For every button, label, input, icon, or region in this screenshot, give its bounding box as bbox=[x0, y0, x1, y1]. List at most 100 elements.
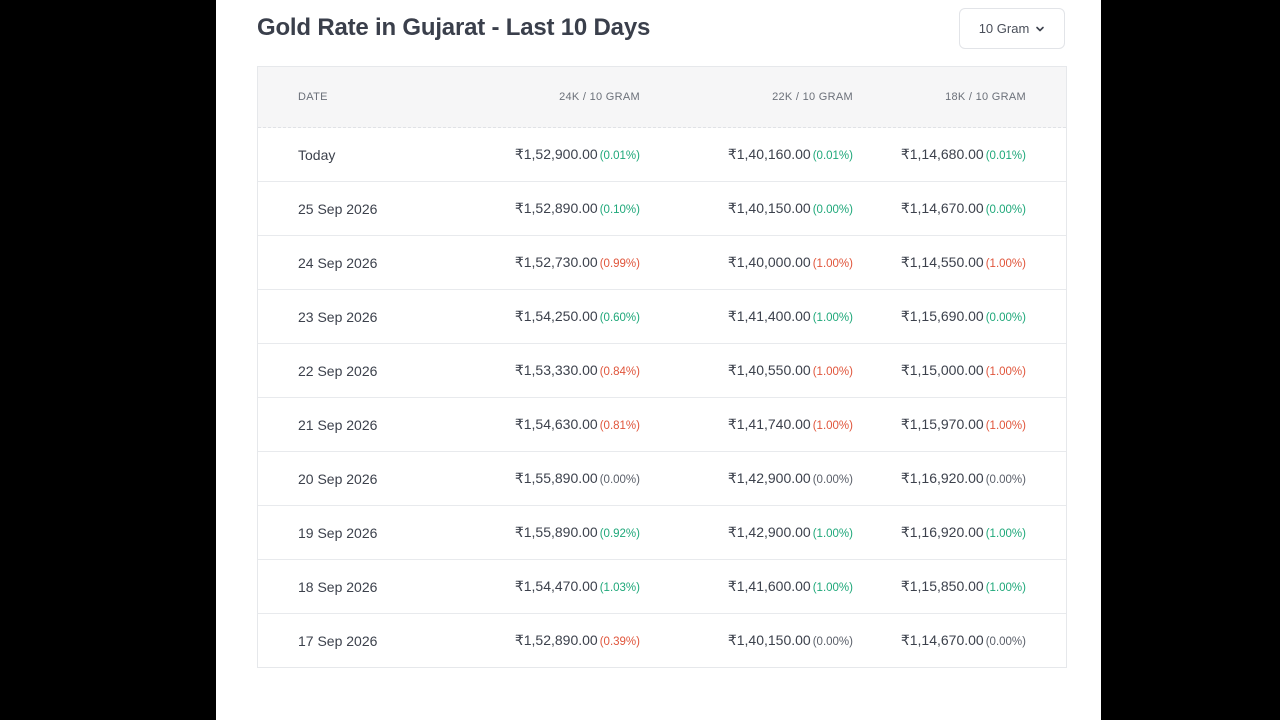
price-24k: ₹1,53,330.00 bbox=[514, 362, 598, 378]
price-24k: ₹1,54,250.00 bbox=[514, 308, 598, 324]
change-24k: (0.10%) bbox=[599, 204, 640, 216]
change-22k: (1.00%) bbox=[812, 366, 853, 378]
change-22k: (1.00%) bbox=[812, 420, 853, 432]
unit-dropdown[interactable]: 10 Gram bbox=[959, 8, 1065, 49]
cell-24k: ₹1,55,890.00 (0.92%) bbox=[468, 524, 640, 541]
change-18k: (0.00%) bbox=[985, 636, 1026, 648]
change-22k: (1.00%) bbox=[812, 312, 853, 324]
change-24k: (1.03%) bbox=[599, 582, 640, 594]
price-22k: ₹1,40,150.00 bbox=[727, 200, 811, 216]
table-row: Today ₹1,52,900.00 (0.01%) ₹1,40,160.00 (0… bbox=[258, 128, 1066, 182]
change-22k: (0.00%) bbox=[812, 204, 853, 216]
change-18k: (0.01%) bbox=[985, 150, 1026, 162]
table-row: 22 Sep 2026 ₹1,53,330.00 (0.84%) ₹1,40,55… bbox=[258, 344, 1066, 398]
cell-22k: ₹1,40,150.00 (0.00%) bbox=[640, 632, 853, 649]
change-18k: (1.00%) bbox=[985, 258, 1026, 270]
cell-22k: ₹1,41,400.00 (1.00%) bbox=[640, 308, 853, 325]
cell-24k: ₹1,52,730.00 (0.99%) bbox=[468, 254, 640, 271]
cell-18k: ₹1,14,670.00 (0.00%) bbox=[853, 200, 1026, 217]
change-22k: (0.00%) bbox=[812, 474, 853, 486]
change-24k: (0.99%) bbox=[599, 258, 640, 270]
cell-22k: ₹1,40,160.00 (0.01%) bbox=[640, 146, 853, 163]
cell-24k: ₹1,52,900.00 (0.01%) bbox=[468, 146, 640, 163]
price-18k: ₹1,15,970.00 bbox=[900, 416, 984, 432]
price-22k: ₹1,40,550.00 bbox=[727, 362, 811, 378]
table-row: 19 Sep 2026 ₹1,55,890.00 (0.92%) ₹1,42,90… bbox=[258, 506, 1066, 560]
change-24k: (0.60%) bbox=[599, 312, 640, 324]
price-18k: ₹1,15,000.00 bbox=[900, 362, 984, 378]
cell-18k: ₹1,14,680.00 (0.01%) bbox=[853, 146, 1026, 163]
cell-18k: ₹1,16,920.00 (0.00%) bbox=[853, 470, 1026, 487]
table-row: 17 Sep 2026 ₹1,52,890.00 (0.39%) ₹1,40,15… bbox=[258, 614, 1066, 667]
change-24k: (0.01%) bbox=[599, 150, 640, 162]
price-22k: ₹1,42,900.00 bbox=[727, 524, 811, 540]
cell-24k: ₹1,52,890.00 (0.39%) bbox=[468, 632, 640, 649]
cell-22k: ₹1,42,900.00 (1.00%) bbox=[640, 524, 853, 541]
price-24k: ₹1,54,470.00 bbox=[514, 578, 598, 594]
column-header-24k: 24K / 10 GRAM bbox=[559, 91, 640, 103]
cell-24k: ₹1,55,890.00 (0.00%) bbox=[468, 470, 640, 487]
cell-24k: ₹1,54,630.00 (0.81%) bbox=[468, 416, 640, 433]
column-header-22k: 22K / 10 GRAM bbox=[772, 91, 853, 103]
price-18k: ₹1,14,670.00 bbox=[900, 200, 984, 216]
cell-date: 19 Sep 2026 bbox=[298, 524, 378, 541]
cell-24k: ₹1,54,470.00 (1.03%) bbox=[468, 578, 640, 595]
price-22k: ₹1,41,740.00 bbox=[727, 416, 811, 432]
cell-date: 23 Sep 2026 bbox=[298, 308, 378, 325]
cell-date: 22 Sep 2026 bbox=[298, 362, 378, 379]
cell-18k: ₹1,16,920.00 (1.00%) bbox=[853, 524, 1026, 541]
cell-18k: ₹1,15,000.00 (1.00%) bbox=[853, 362, 1026, 379]
price-18k: ₹1,14,670.00 bbox=[900, 632, 984, 648]
change-22k: (1.00%) bbox=[812, 528, 853, 540]
price-24k: ₹1,52,890.00 bbox=[514, 632, 598, 648]
price-22k: ₹1,40,000.00 bbox=[727, 254, 811, 270]
change-18k: (0.00%) bbox=[985, 204, 1026, 216]
price-22k: ₹1,40,150.00 bbox=[727, 632, 811, 648]
change-18k: (1.00%) bbox=[985, 366, 1026, 378]
change-24k: (0.84%) bbox=[599, 366, 640, 378]
price-18k: ₹1,14,680.00 bbox=[900, 146, 984, 162]
table-row: 21 Sep 2026 ₹1,54,630.00 (0.81%) ₹1,41,74… bbox=[258, 398, 1066, 452]
cell-24k: ₹1,54,250.00 (0.60%) bbox=[468, 308, 640, 325]
page-title: Gold Rate in Gujarat - Last 10 Days bbox=[257, 14, 651, 41]
cell-22k: ₹1,41,740.00 (1.00%) bbox=[640, 416, 853, 433]
change-22k: (0.00%) bbox=[812, 636, 853, 648]
change-18k: (1.00%) bbox=[985, 582, 1026, 594]
cell-18k: ₹1,14,550.00 (1.00%) bbox=[853, 254, 1026, 271]
change-22k: (1.00%) bbox=[812, 258, 853, 270]
price-24k: ₹1,52,730.00 bbox=[514, 254, 598, 270]
price-22k: ₹1,41,600.00 bbox=[727, 578, 811, 594]
cell-24k: ₹1,53,330.00 (0.84%) bbox=[468, 362, 640, 379]
change-24k: (0.00%) bbox=[599, 474, 640, 486]
table-row: 20 Sep 2026 ₹1,55,890.00 (0.00%) ₹1,42,90… bbox=[258, 452, 1066, 506]
price-18k: ₹1,16,920.00 bbox=[900, 524, 984, 540]
change-18k: (0.00%) bbox=[985, 474, 1026, 486]
price-22k: ₹1,42,900.00 bbox=[727, 470, 811, 486]
price-18k: ₹1,16,920.00 bbox=[900, 470, 984, 486]
table-body: Today ₹1,52,900.00 (0.01%) ₹1,40,160.00 (0… bbox=[258, 128, 1066, 667]
unit-dropdown-label: 10 Gram bbox=[978, 21, 1030, 36]
table-row: 23 Sep 2026 ₹1,54,250.00 (0.60%) ₹1,41,40… bbox=[258, 290, 1066, 344]
chevron-down-icon bbox=[1036, 26, 1045, 31]
cell-18k: ₹1,15,970.00 (1.00%) bbox=[853, 416, 1026, 433]
change-24k: (0.81%) bbox=[599, 420, 640, 432]
price-24k: ₹1,55,890.00 bbox=[514, 524, 598, 540]
cell-22k: ₹1,42,900.00 (0.00%) bbox=[640, 470, 853, 487]
price-18k: ₹1,15,690.00 bbox=[900, 308, 984, 324]
price-18k: ₹1,14,550.00 bbox=[900, 254, 984, 270]
price-22k: ₹1,40,160.00 bbox=[727, 146, 811, 162]
table-header: DATE 24K / 10 GRAM 22K / 10 GRAM 18K / 1… bbox=[258, 67, 1066, 128]
column-header-18k: 18K / 10 GRAM bbox=[945, 91, 1026, 103]
cell-date: Today bbox=[298, 146, 336, 163]
change-18k: (0.00%) bbox=[985, 312, 1026, 324]
change-18k: (1.00%) bbox=[985, 420, 1026, 432]
cell-24k: ₹1,52,890.00 (0.10%) bbox=[468, 200, 640, 217]
cell-22k: ₹1,40,550.00 (1.00%) bbox=[640, 362, 853, 379]
table-row: 24 Sep 2026 ₹1,52,730.00 (0.99%) ₹1,40,00… bbox=[258, 236, 1066, 290]
change-24k: (0.39%) bbox=[599, 636, 640, 648]
cell-date: 17 Sep 2026 bbox=[298, 632, 378, 649]
gold-rate-table: DATE 24K / 10 GRAM 22K / 10 GRAM 18K / 1… bbox=[257, 66, 1067, 668]
change-24k: (0.92%) bbox=[599, 528, 640, 540]
price-24k: ₹1,52,900.00 bbox=[514, 146, 598, 162]
cell-18k: ₹1,15,690.00 (0.00%) bbox=[853, 308, 1026, 325]
